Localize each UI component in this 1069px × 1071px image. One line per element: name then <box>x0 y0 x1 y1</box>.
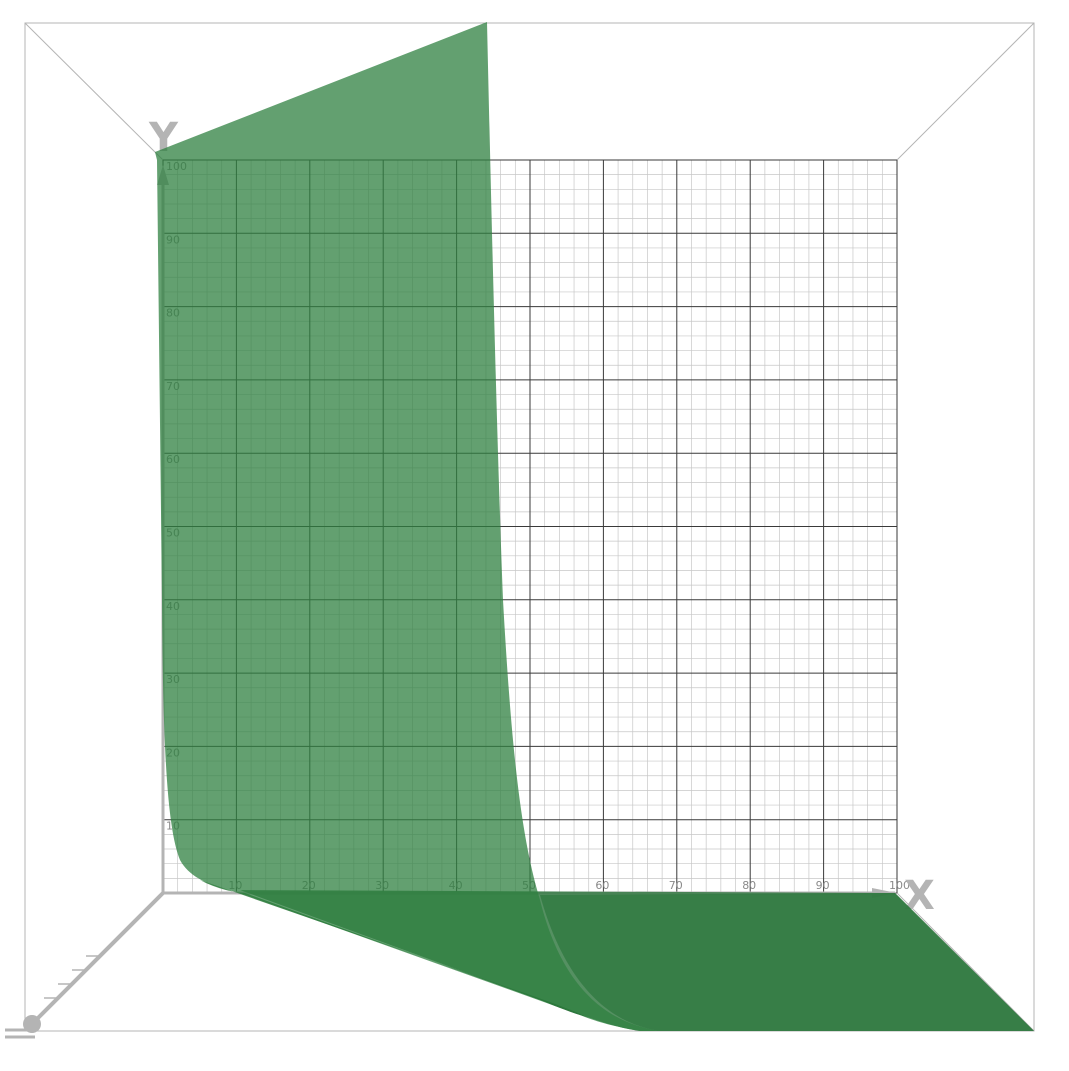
surface-sheet <box>155 22 660 1031</box>
x-tick-label: 100 <box>889 879 910 892</box>
x-tick-label: 90 <box>816 879 830 892</box>
surface <box>155 22 1034 1031</box>
x-tick-label: 60 <box>595 879 609 892</box>
x-tick-label: 70 <box>669 879 683 892</box>
x-tick-label: 80 <box>742 879 756 892</box>
surface-floor-back <box>540 893 1034 1031</box>
